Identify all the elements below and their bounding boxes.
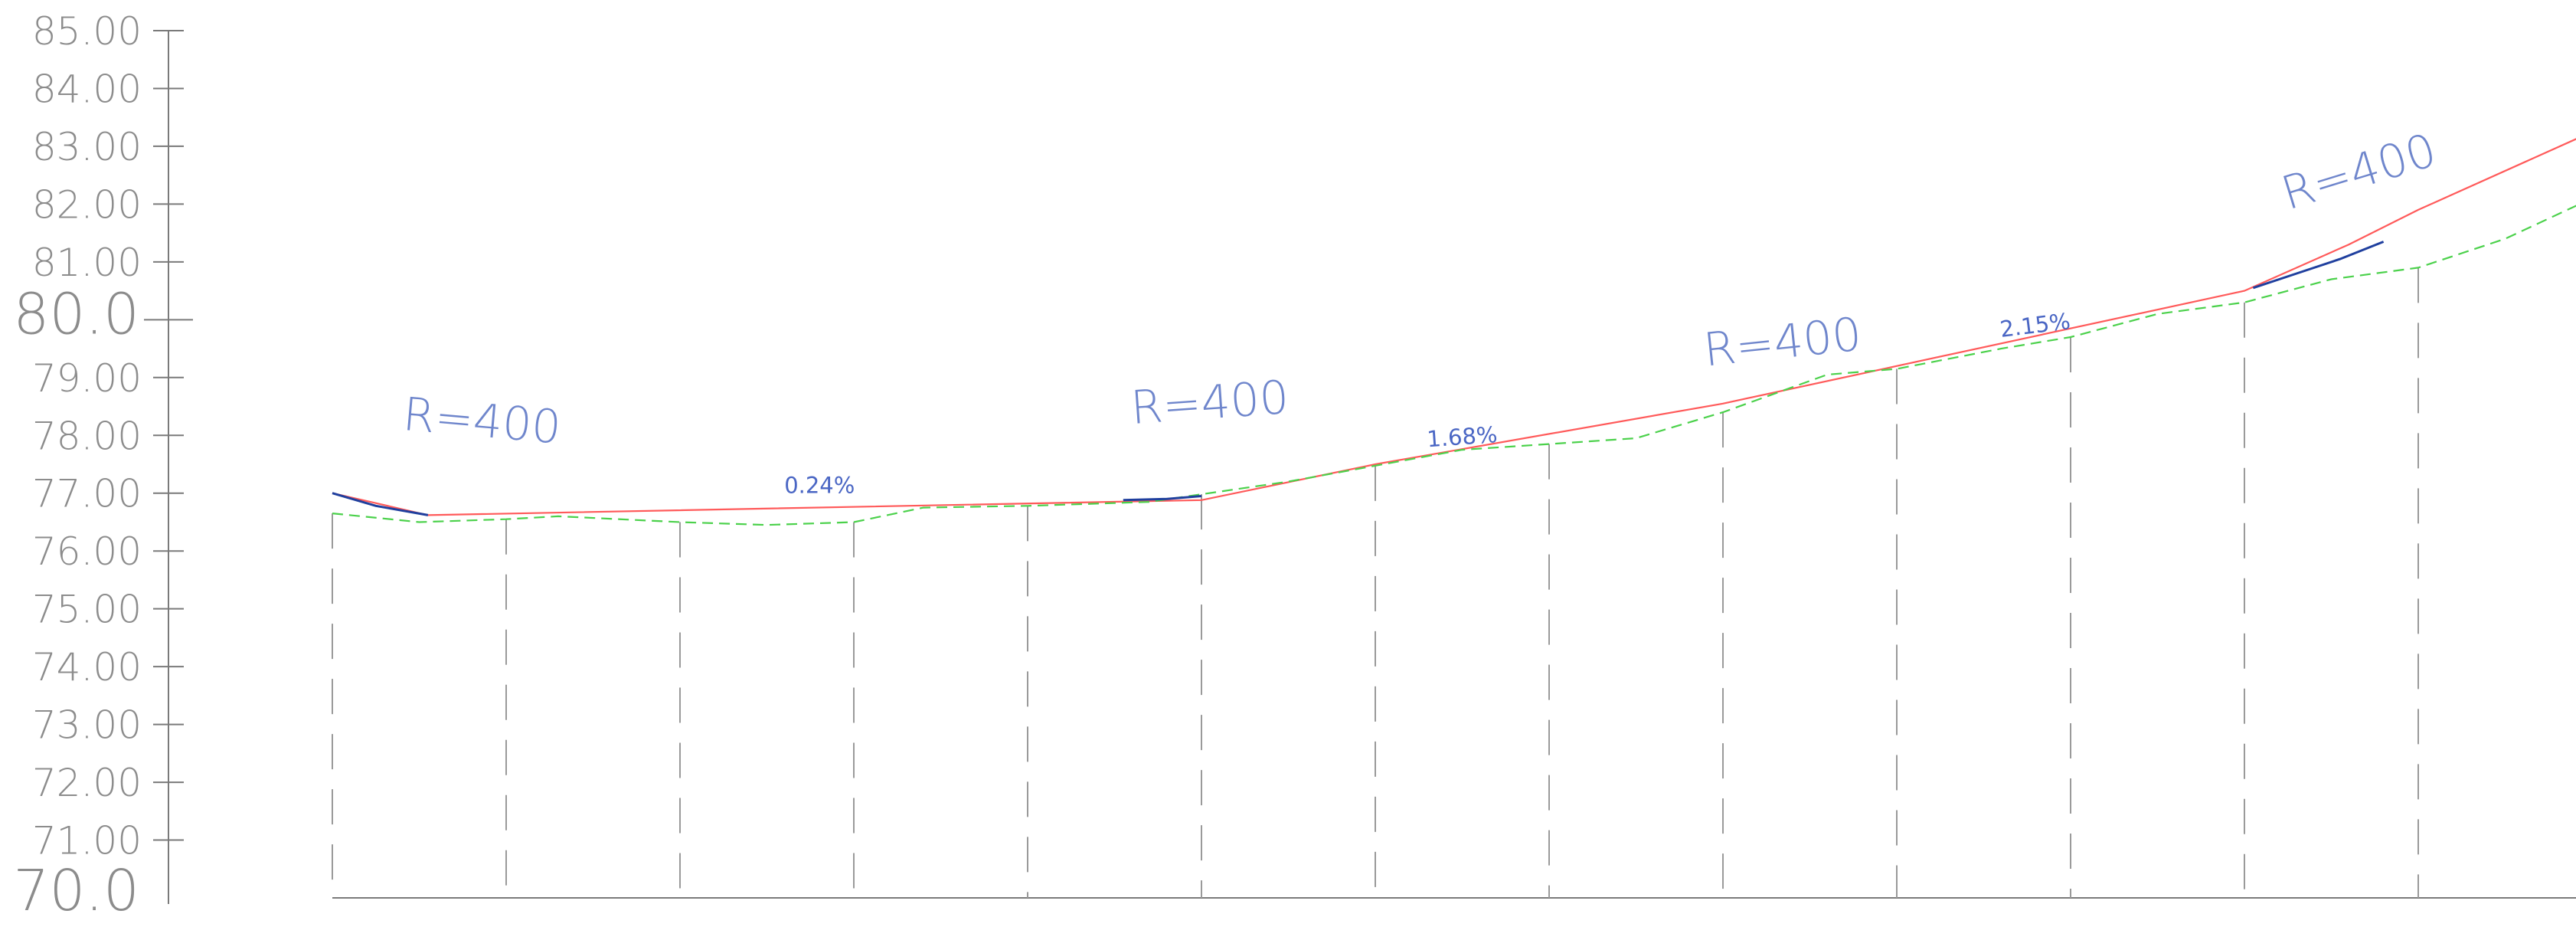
- y-tick-label: 72.00: [32, 761, 142, 805]
- y-tick-label: 79.00: [32, 356, 142, 401]
- y-tick-label: 82.00: [32, 182, 142, 227]
- vertical-curve-line: [1123, 495, 1202, 502]
- station-lines: [332, 267, 2419, 898]
- y-tick-label: 80.0: [13, 281, 139, 347]
- y-tick-label: 76.00: [32, 529, 142, 574]
- radius-label: R=400: [2276, 123, 2443, 221]
- design-line: [332, 138, 2576, 516]
- grade-label: 1.68%: [1426, 421, 1498, 452]
- grade-label: 2.15%: [1999, 308, 2072, 342]
- y-tick-label: 70.0: [13, 858, 139, 924]
- y-tick-label: 74.00: [32, 645, 142, 690]
- radius-label: R=400: [1702, 307, 1865, 377]
- profile-lines: [332, 138, 2576, 526]
- radius-label: R=400: [1129, 371, 1290, 435]
- y-tick-label: 83.00: [32, 125, 142, 169]
- y-tick-label: 84.00: [32, 67, 142, 111]
- y-tick-label: 75.00: [32, 588, 142, 632]
- y-tick-label: 85.00: [32, 9, 142, 54]
- vertical-curve-line: [332, 492, 429, 516]
- ground-line: [332, 205, 2576, 526]
- y-tick-label: 81.00: [32, 241, 142, 285]
- vertical-curve-line: [2252, 241, 2385, 290]
- y-tick-label: 73.00: [32, 703, 142, 748]
- y-tick-label: 77.00: [32, 472, 142, 516]
- y-tick-label: 71.00: [32, 819, 142, 863]
- grade-label: 0.24%: [784, 473, 855, 499]
- radius-label: R=400: [400, 388, 563, 455]
- y-tick-label: 78.00: [32, 414, 142, 458]
